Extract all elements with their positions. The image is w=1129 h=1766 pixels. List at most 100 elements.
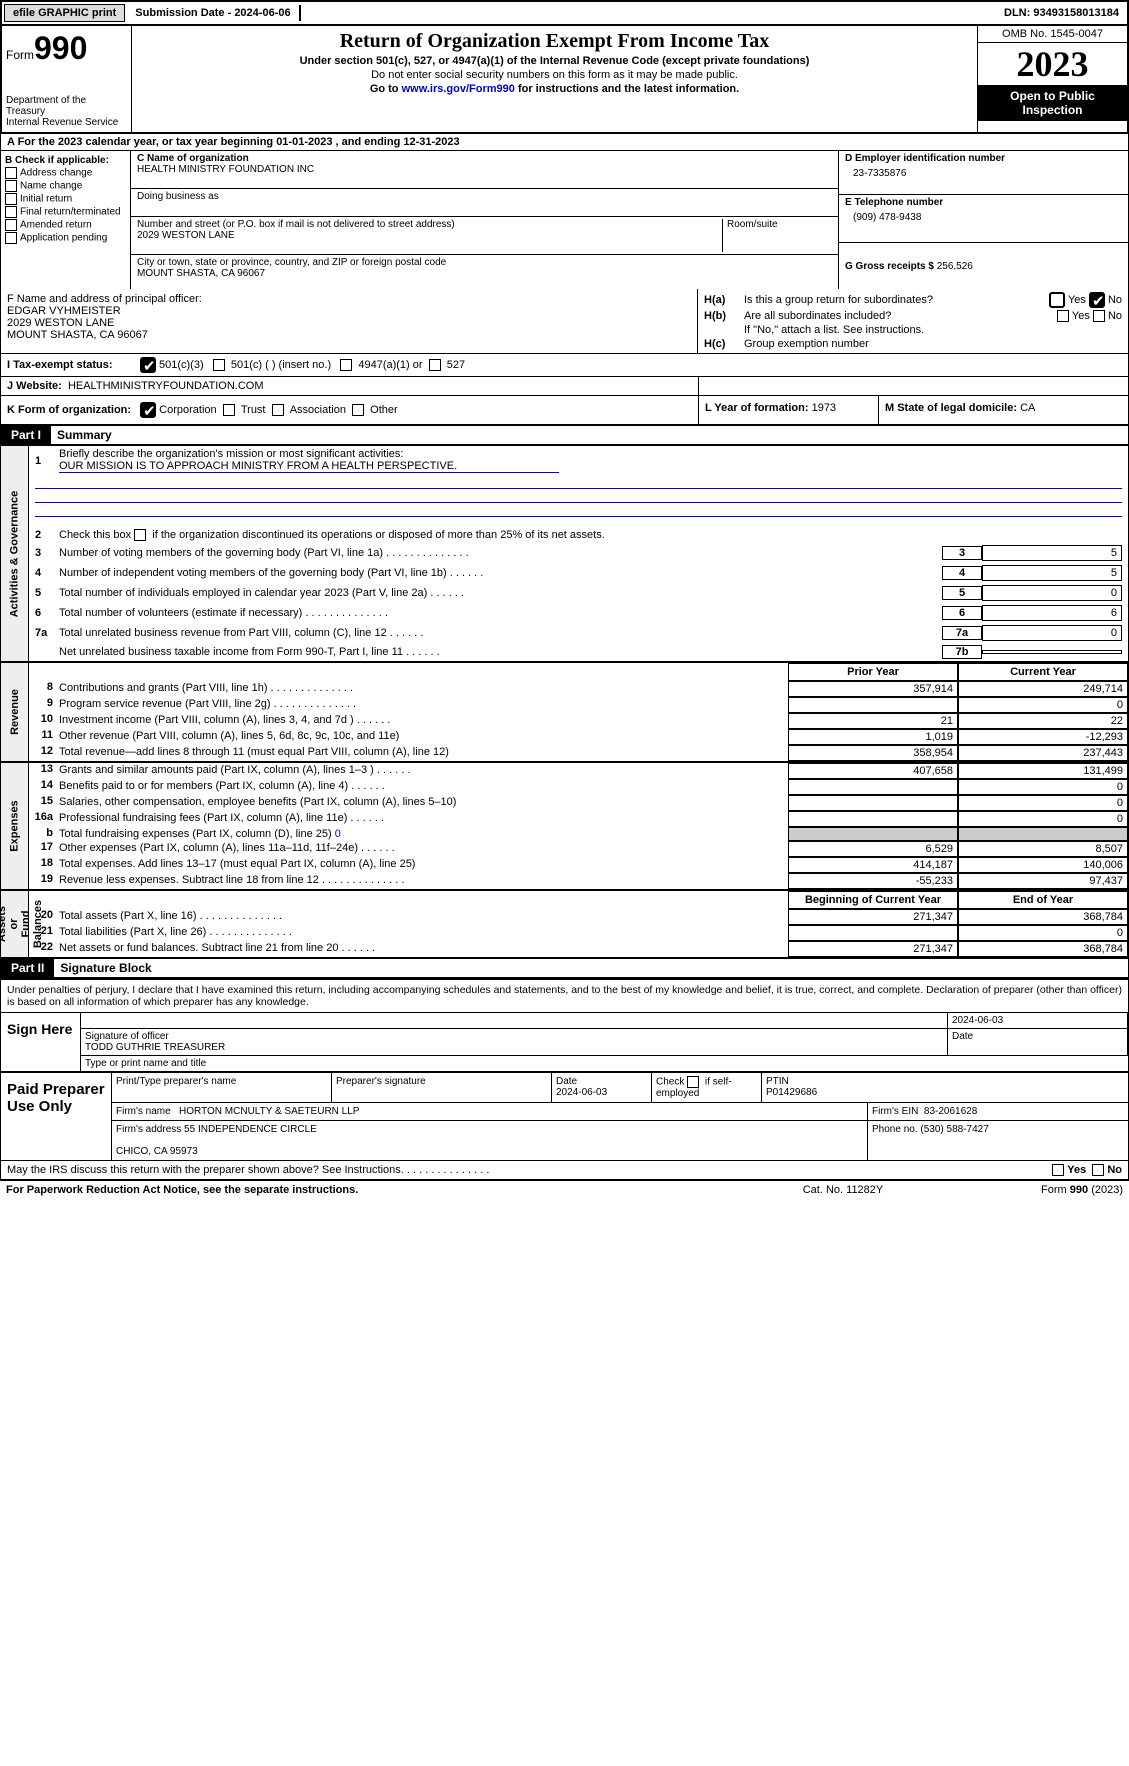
hdr-current: Current Year [958, 663, 1128, 681]
firm-phone: (530) 588-7427 [920, 1124, 988, 1135]
identity-grid: B Check if applicable: Address change Na… [0, 151, 1129, 289]
mission-blank-3 [35, 503, 1122, 517]
header-sub2: Do not enter social security numbers on … [140, 69, 969, 81]
r22-end: 368,784 [958, 941, 1128, 957]
r17-prior: 6,529 [788, 841, 958, 857]
omb-number: OMB No. 1545-0047 [978, 26, 1127, 43]
chk-discontinued[interactable] [134, 529, 146, 541]
r17-curr: 8,507 [958, 841, 1128, 857]
prep-name-label: Print/Type preparer's name [112, 1073, 332, 1102]
summary-governance: Activities & Governance 1Briefly describ… [0, 446, 1129, 663]
r9-prior [788, 697, 958, 713]
submission-date: Submission Date - 2024-06-06 [127, 5, 300, 21]
gross-label: G Gross receipts $ [845, 261, 934, 272]
chk-501c[interactable] [213, 359, 225, 371]
city-value: MOUNT SHASTA, CA 96067 [137, 268, 832, 279]
officer-sig-name: TODD GUTHRIE TREASURER [85, 1042, 225, 1053]
mission-text: OUR MISSION IS TO APPROACH MINISTRY FROM… [59, 460, 559, 473]
tax-year: 2023 [978, 43, 1127, 85]
phone-label: E Telephone number [845, 197, 1122, 208]
ha-yes[interactable] [1049, 292, 1065, 308]
hdr-beginning: Beginning of Current Year [788, 891, 958, 909]
city-label: City or town, state or province, country… [137, 257, 832, 268]
footer-form: Form 990 (2023) [943, 1184, 1123, 1196]
firm-addr1: 55 INDEPENDENCE CIRCLE [184, 1124, 317, 1135]
hb-no[interactable] [1093, 310, 1105, 322]
r13-curr: 131,499 [958, 763, 1128, 779]
prep-date: 2024-06-03 [556, 1087, 607, 1098]
hb-yes[interactable] [1057, 310, 1069, 322]
chk-amended[interactable] [5, 219, 17, 231]
chk-other[interactable] [352, 404, 364, 416]
l7a-value: 0 [982, 625, 1122, 641]
r16b-prior-shade [788, 827, 958, 841]
l5-value: 0 [982, 585, 1122, 601]
year-formation: 1973 [812, 402, 836, 414]
sign-date: 2024-06-03 [948, 1013, 1128, 1028]
row-k: K Form of organization: Corporation Trus… [0, 396, 1129, 426]
tab-netassets: Net Assets or Fund Balances [1, 891, 29, 957]
date-label: Date [948, 1029, 1128, 1055]
r16b-value: 0 [335, 828, 341, 840]
header-mid: Return of Organization Exempt From Incom… [132, 26, 977, 132]
r20-beg: 271,347 [788, 909, 958, 925]
form-title: Return of Organization Exempt From Incom… [140, 30, 969, 53]
chk-4947[interactable] [340, 359, 352, 371]
open-inspection: Open to Public Inspection [978, 85, 1127, 121]
summary-expenses: Expenses 13Grants and similar amounts pa… [0, 763, 1129, 891]
chk-name[interactable] [5, 180, 17, 192]
chk-assoc[interactable] [272, 404, 284, 416]
officer-name: EDGAR VYHMEISTER [7, 305, 691, 317]
r16a-curr: 0 [958, 811, 1128, 827]
ein-label: D Employer identification number [845, 153, 1122, 164]
hdr-prior: Prior Year [788, 663, 958, 681]
r12-curr: 237,443 [958, 745, 1128, 761]
org-name: HEALTH MINISTRY FOUNDATION INC [137, 164, 832, 175]
top-bar: efile GRAPHIC print Submission Date - 20… [0, 0, 1129, 24]
r21-end: 0 [958, 925, 1128, 941]
firm-addr2: CHICO, CA 95973 [116, 1146, 198, 1157]
r12-prior: 358,954 [788, 745, 958, 761]
footer: For Paperwork Reduction Act Notice, see … [0, 1180, 1129, 1199]
l7b-value [982, 650, 1122, 654]
discuss-no[interactable] [1092, 1164, 1104, 1176]
box-f: F Name and address of principal officer:… [1, 289, 698, 353]
tab-expenses: Expenses [1, 763, 29, 889]
prep-sig-label: Preparer's signature [332, 1073, 552, 1102]
chk-initial[interactable] [5, 193, 17, 205]
box-c: C Name of organization HEALTH MINISTRY F… [131, 151, 838, 289]
irs-link[interactable]: www.irs.gov/Form990 [402, 83, 515, 95]
chk-527[interactable] [429, 359, 441, 371]
form-number: Form990 [6, 30, 127, 67]
efile-button[interactable]: efile GRAPHIC print [4, 4, 125, 22]
chk-self-employed[interactable] [687, 1076, 699, 1088]
dept-label: Department of the Treasury Internal Reve… [6, 95, 127, 128]
summary-netassets: Net Assets or Fund Balances Beginning of… [0, 891, 1129, 959]
signature-block: Under penalties of perjury, I declare th… [0, 978, 1129, 1072]
chk-corp[interactable] [140, 402, 156, 418]
addr-label: Number and street (or P.O. box if mail i… [137, 219, 722, 230]
room-label: Room/suite [727, 219, 832, 230]
chk-final[interactable] [5, 206, 17, 218]
state-domicile: CA [1020, 402, 1035, 414]
type-name-label: Type or print name and title [81, 1056, 1128, 1071]
boxes-deg: D Employer identification number 23-7335… [838, 151, 1128, 289]
row-i: I Tax-exempt status: 501(c)(3) 501(c) ( … [0, 354, 1129, 377]
chk-trust[interactable] [223, 404, 235, 416]
chk-address[interactable] [5, 167, 17, 179]
discuss-row: May the IRS discuss this return with the… [0, 1161, 1129, 1180]
discuss-yes[interactable] [1052, 1164, 1064, 1176]
header-right: OMB No. 1545-0047 2023 Open to Public In… [977, 26, 1127, 132]
officer-addr1: 2029 WESTON LANE [7, 317, 691, 329]
ein-value: 23-7335876 [845, 164, 1122, 179]
sign-here-label: Sign Here [1, 1013, 81, 1071]
r13-prior: 407,658 [788, 763, 958, 779]
part1-header: Part I Summary [0, 426, 1129, 446]
r19-prior: -55,233 [788, 873, 958, 889]
ptin-value: P01429686 [766, 1087, 817, 1098]
r8-prior: 357,914 [788, 681, 958, 697]
chk-501c3[interactable] [140, 357, 156, 373]
r15-prior [788, 795, 958, 811]
chk-pending[interactable] [5, 232, 17, 244]
ha-no[interactable] [1089, 292, 1105, 308]
